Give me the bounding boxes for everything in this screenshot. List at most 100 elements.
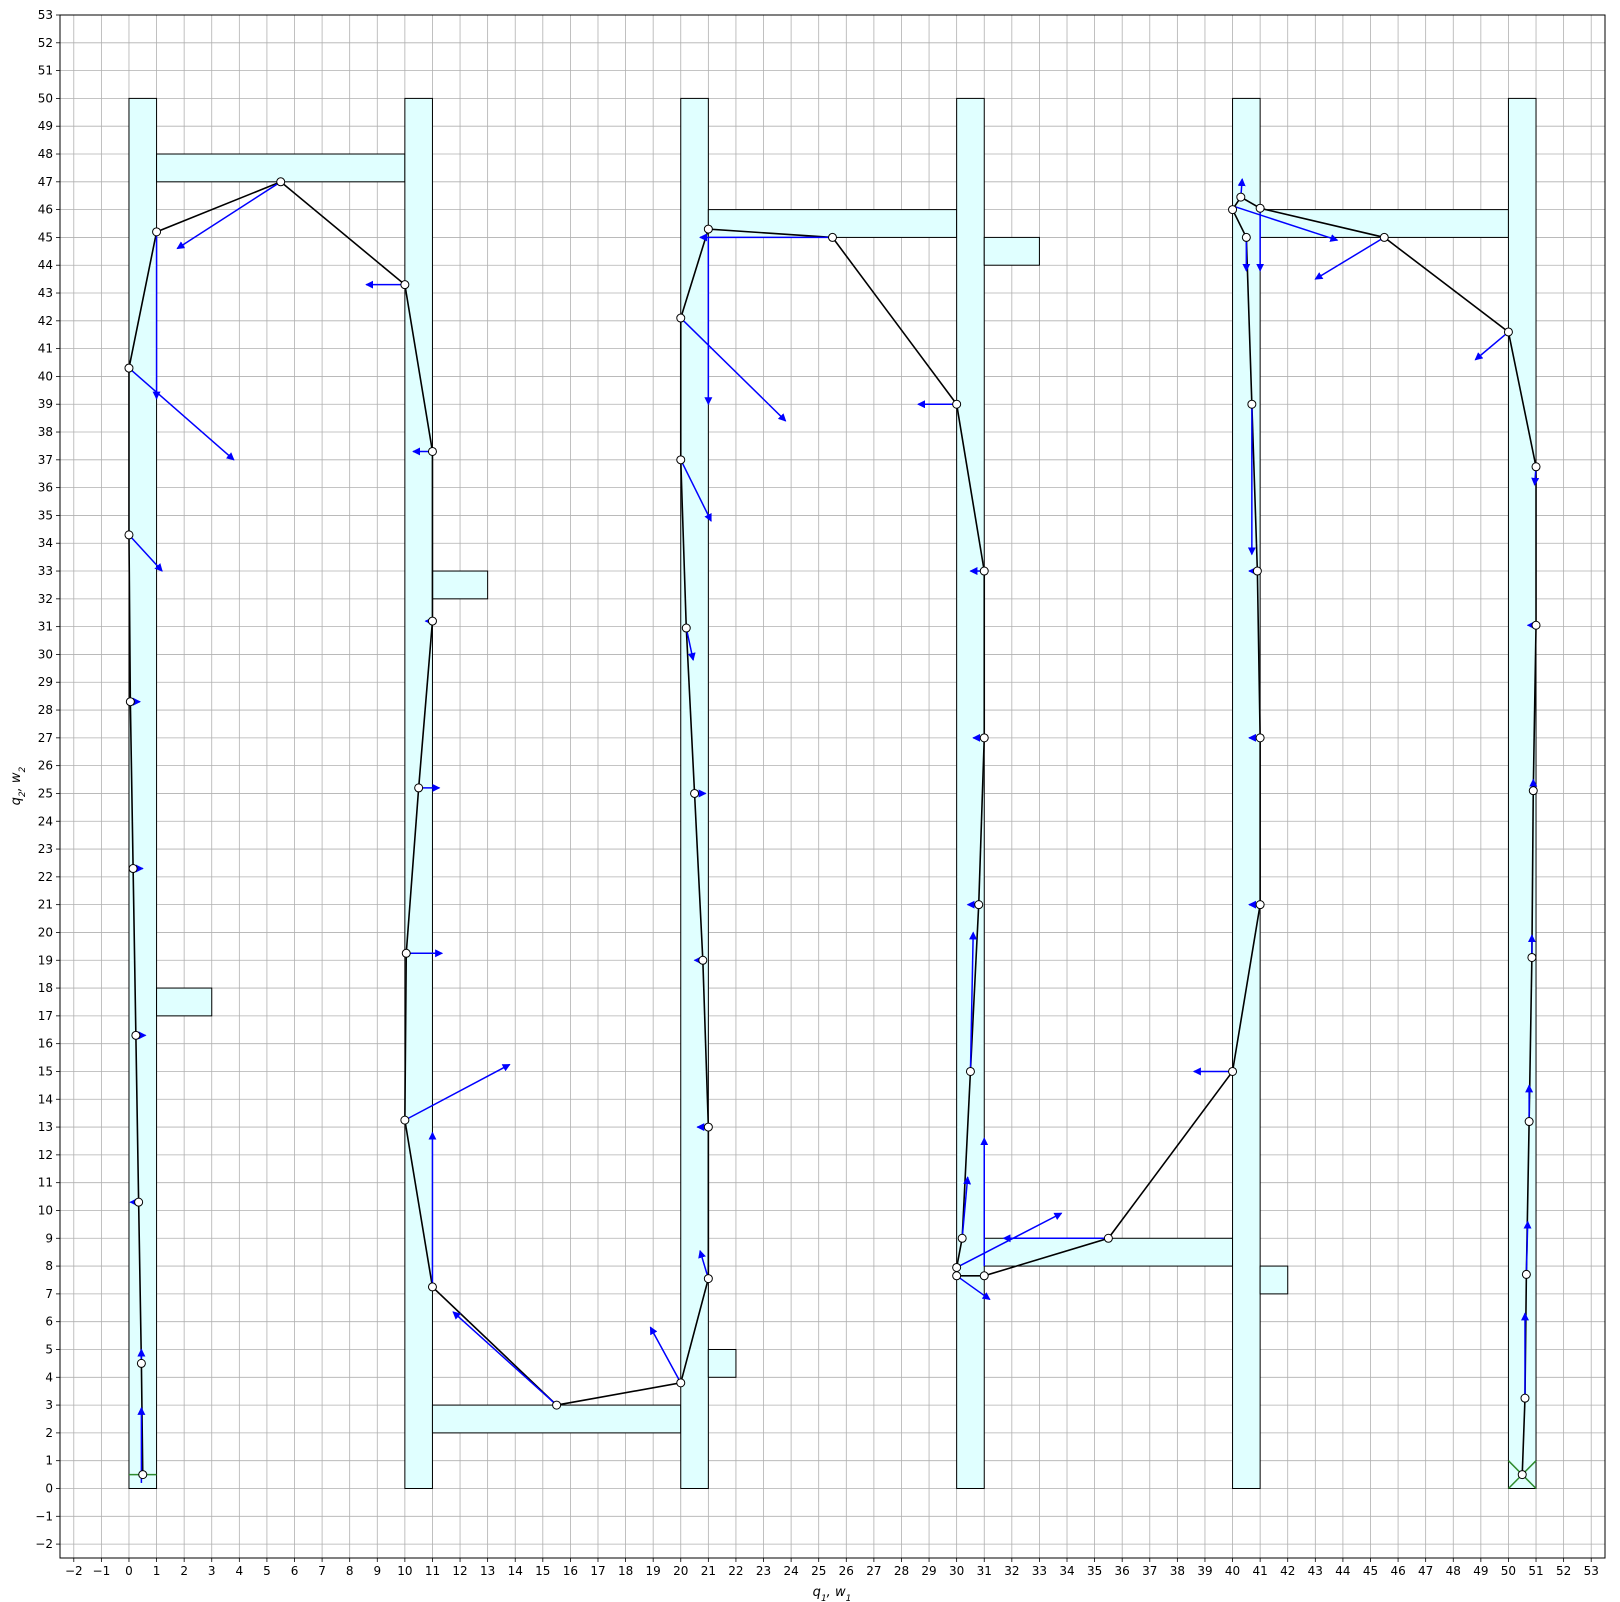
y-tick-label: 17	[38, 1009, 53, 1023]
y-tick-label: 2	[45, 1426, 53, 1440]
x-tick-label: 39	[1197, 1564, 1212, 1578]
y-tick-label: 36	[38, 481, 53, 495]
waypoint-marker	[1524, 1117, 1534, 1127]
x-tick-label: 44	[1335, 1564, 1350, 1578]
x-tick-label: 16	[563, 1564, 578, 1578]
x-tick-label: −1	[93, 1564, 111, 1578]
x-tick-label: 34	[1059, 1564, 1074, 1578]
x-tick-label: 31	[977, 1564, 992, 1578]
obstacle-rect	[1232, 97, 1261, 1489]
x-tick-label: 1	[153, 1564, 161, 1578]
waypoint-marker	[400, 1115, 410, 1125]
obstacle-rect	[431, 1404, 682, 1434]
x-tick-label: 53	[1584, 1564, 1599, 1578]
waypoint-marker	[152, 227, 162, 237]
y-tick-label: 44	[38, 258, 53, 272]
y-tick-label: 10	[38, 1203, 53, 1217]
velocity-arrow	[128, 534, 163, 572]
waypoint-marker	[974, 900, 984, 910]
x-tick-label: 19	[646, 1564, 661, 1578]
x-tick-label: 48	[1446, 1564, 1461, 1578]
y-tick-label: 20	[38, 925, 53, 939]
y-tick-label: 5	[45, 1342, 53, 1356]
x-tick-label: 33	[1032, 1564, 1047, 1578]
waypoint-marker	[427, 616, 437, 626]
y-tick-label: 47	[38, 175, 53, 189]
y-tick-label: 51	[38, 64, 53, 78]
y-tick-label: 6	[45, 1315, 53, 1329]
x-tick-label: 50	[1501, 1564, 1516, 1578]
x-tick-label: 47	[1418, 1564, 1433, 1578]
velocity-arrow	[680, 317, 787, 422]
x-tick-label: 26	[839, 1564, 854, 1578]
y-tick-label: 53	[38, 8, 53, 22]
x-tick-label: 25	[811, 1564, 826, 1578]
y-tick-label: 29	[38, 675, 53, 689]
waypoint-marker	[401, 948, 411, 958]
y-tick-label: −2	[35, 1537, 53, 1551]
x-tick-label: 30	[949, 1564, 964, 1578]
y-tick-label: 50	[38, 91, 53, 105]
waypoint-marker	[703, 224, 713, 234]
y-tick-label: 25	[38, 786, 53, 800]
x-tick-label: 49	[1473, 1564, 1488, 1578]
waypoint-marker	[690, 788, 700, 798]
y-tick-label: 41	[38, 342, 53, 356]
waypoint-marker	[1379, 232, 1389, 242]
y-tick-label: 35	[38, 508, 53, 522]
x-tick-label: 28	[894, 1564, 909, 1578]
waypoint-marker	[1517, 1470, 1527, 1480]
x-tick-label: 8	[346, 1564, 354, 1578]
waypoint-marker	[131, 1030, 141, 1040]
waypoint-marker	[414, 783, 424, 793]
x-tick-label: −2	[65, 1564, 83, 1578]
waypoint-marker	[1252, 566, 1262, 576]
velocity-arrow	[969, 931, 978, 1072]
y-tick-label: 27	[38, 731, 53, 745]
waypoint-marker	[124, 530, 134, 540]
x-tick-label: 5	[263, 1564, 271, 1578]
waypoint-marker	[979, 733, 989, 743]
waypoint-marker	[698, 955, 708, 965]
waypoint-marker	[136, 1358, 146, 1368]
x-tick-label: 24	[783, 1564, 798, 1578]
x-tick-label: 12	[452, 1564, 467, 1578]
waypoint-marker	[1103, 1233, 1113, 1243]
y-tick-label: 15	[38, 1064, 53, 1078]
obstacle-rect	[128, 97, 158, 1489]
waypoint-marker	[952, 399, 962, 409]
y-tick-label: 4	[45, 1370, 53, 1384]
velocity-arrow	[452, 1311, 558, 1406]
waypoint-marker	[1247, 399, 1257, 409]
x-tick-label: 10	[397, 1564, 412, 1578]
x-tick-label: 13	[480, 1564, 495, 1578]
y-tick-label: 52	[38, 36, 53, 50]
obstacle-rect	[1259, 1265, 1289, 1295]
y-tick-label: 34	[38, 536, 53, 550]
waypoint-marker	[125, 697, 135, 707]
velocity-arrow	[680, 459, 712, 522]
y-tick-label: 19	[38, 953, 53, 967]
x-tick-label: 52	[1556, 1564, 1571, 1578]
x-tick-label: 46	[1390, 1564, 1405, 1578]
velocity-arrow	[1235, 206, 1339, 242]
waypoint-marker	[828, 232, 837, 242]
waypoint-marker	[134, 1197, 144, 1207]
waypoint-marker	[138, 1470, 148, 1480]
waypoint-marker	[128, 864, 138, 874]
x-tick-label: 18	[618, 1564, 633, 1578]
y-tick-label: 31	[38, 620, 53, 634]
velocity-arrow	[956, 1275, 991, 1301]
velocity-arrow	[961, 1176, 972, 1239]
waypoint-marker	[1521, 1269, 1531, 1279]
y-axis-ticks: −2−1012345678910111213141516171819202122…	[35, 8, 60, 1551]
y-tick-label: 33	[38, 564, 53, 578]
y-tick-label: 23	[38, 842, 53, 856]
waypoint-marker	[676, 1378, 686, 1388]
trajectory-path	[128, 180, 1537, 1475]
y-axis-label: q2, w2	[9, 766, 28, 805]
waypoint-marker	[952, 1271, 962, 1281]
y-tick-label: 40	[38, 369, 53, 383]
waypoint-marker	[1503, 327, 1513, 337]
